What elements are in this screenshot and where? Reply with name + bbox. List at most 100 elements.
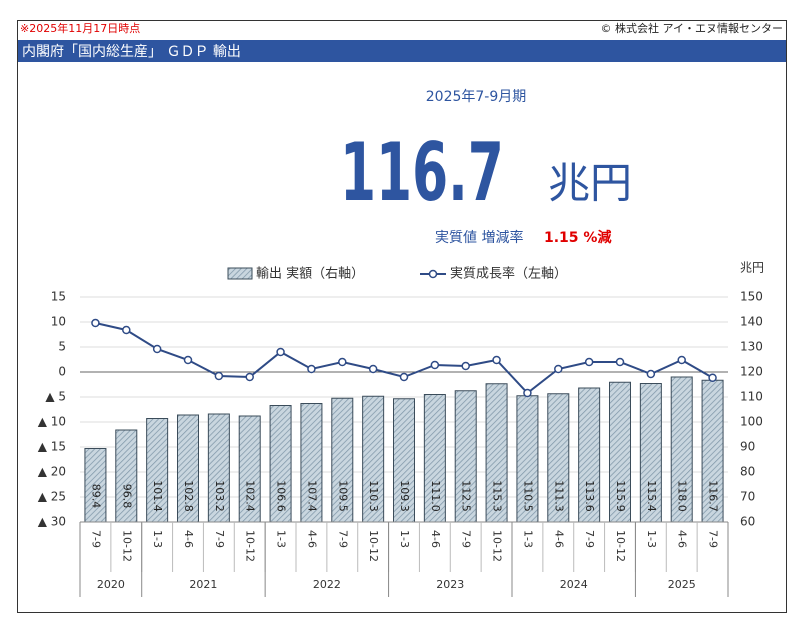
marker xyxy=(615,357,625,367)
value-label: 89.4 xyxy=(89,484,102,509)
value-label: 112.5 xyxy=(460,480,473,512)
frame xyxy=(17,20,787,613)
y2-tick-label: 130 xyxy=(740,340,763,354)
x-tick-label: 10-12 xyxy=(367,530,380,562)
x-tick-label: 1-3 xyxy=(275,530,288,548)
marker xyxy=(91,318,100,328)
marker xyxy=(523,388,532,398)
value-label: 116.7 xyxy=(707,480,720,512)
value-label: 110.3 xyxy=(367,480,380,512)
marker xyxy=(430,360,440,370)
value-label: 103.2 xyxy=(213,480,226,512)
value-label: 106.6 xyxy=(275,480,288,512)
x-tick-label: 7-9 xyxy=(460,530,473,548)
value-label: 111.3 xyxy=(552,480,565,512)
x-tick-label: 10-12 xyxy=(244,530,257,562)
y-tick-label: 5 xyxy=(58,340,66,354)
marker xyxy=(399,372,409,382)
x-group-label: 2022 xyxy=(313,578,341,591)
x-tick-label: 4-6 xyxy=(182,530,195,548)
y-tick-label: 15 xyxy=(51,290,66,304)
x-tick-label: 7-9 xyxy=(336,530,349,548)
legend-label: 実質成長率（左軸） xyxy=(450,266,567,282)
y2-tick-label: 150 xyxy=(740,290,763,304)
x-tick-label: 4-6 xyxy=(552,530,565,548)
marker xyxy=(152,344,162,354)
value-label: 102.8 xyxy=(182,480,195,512)
title-bar xyxy=(18,40,786,62)
x-tick-label: 7-9 xyxy=(89,530,102,548)
marker xyxy=(214,371,224,381)
title: 内閣府「国内総生産」 ＧＤＰ 輸出 xyxy=(22,44,241,60)
rate-label: 実質値 増減率 xyxy=(435,229,523,246)
x-tick-label: 4-6 xyxy=(429,530,442,548)
y-tick-label: ▲ 15 xyxy=(38,440,66,454)
x-tick-label: 10-12 xyxy=(120,530,133,562)
legend-marker xyxy=(428,269,438,279)
x-group-label: 2024 xyxy=(560,578,588,591)
copyright: © 株式会社 アイ・エヌ情報センター xyxy=(601,21,783,35)
y2-tick-label: 90 xyxy=(740,440,755,454)
y-tick-label: ▲ 10 xyxy=(38,415,66,429)
marker xyxy=(584,357,594,367)
x-tick-label: 1-3 xyxy=(521,530,534,548)
marker xyxy=(461,361,470,371)
headline-value: 116.7 xyxy=(340,126,504,219)
marker xyxy=(122,325,131,335)
marker xyxy=(245,372,254,382)
y-tick-label: ▲ 30 xyxy=(38,515,66,529)
marker xyxy=(554,364,563,374)
x-tick-label: 1-3 xyxy=(151,530,164,548)
x-tick-label: 10-12 xyxy=(491,530,504,562)
y2-tick-label: 120 xyxy=(740,365,763,379)
x-group-label: 2023 xyxy=(436,578,464,591)
value-label: 115.3 xyxy=(491,480,504,512)
y2-tick-label: 110 xyxy=(740,390,763,404)
marker xyxy=(677,355,686,365)
y-tick-label: 0 xyxy=(58,365,66,379)
value-label: 102.4 xyxy=(244,480,257,512)
y-tick-label: ▲ 25 xyxy=(38,490,66,504)
x-tick-label: 7-9 xyxy=(213,530,226,548)
y-tick-label: ▲ 5 xyxy=(45,390,66,404)
headline-unit: 兆円 xyxy=(548,159,632,208)
y-tick-label: 10 xyxy=(51,315,66,329)
value-label: 115.9 xyxy=(614,480,627,512)
y2-tick-label: 100 xyxy=(740,415,763,429)
marker xyxy=(307,364,316,374)
marker xyxy=(276,347,285,357)
y2-axis-label: 兆円 xyxy=(740,261,764,275)
rate: 1.15 %減 xyxy=(544,229,611,246)
y2-tick-label: 140 xyxy=(740,315,763,329)
x-group-label: 2020 xyxy=(97,578,125,591)
x-tick-label: 7-9 xyxy=(707,530,720,548)
x-tick-label: 1-3 xyxy=(398,530,411,548)
y2-tick-label: 80 xyxy=(740,465,755,479)
y-tick-label: ▲ 20 xyxy=(38,465,66,479)
y2-tick-label: 70 xyxy=(740,490,755,504)
value-label: 113.6 xyxy=(583,480,596,512)
value-label: 109.3 xyxy=(398,480,411,512)
marker xyxy=(646,369,656,379)
legend-label: 輸出 実額（右軸） xyxy=(256,266,364,282)
x-group-label: 2021 xyxy=(189,578,217,591)
value-label: 107.4 xyxy=(305,480,318,512)
marker xyxy=(492,355,501,365)
x-tick-label: 7-9 xyxy=(583,530,596,548)
marker xyxy=(338,357,347,367)
value-label: 96.8 xyxy=(120,484,133,509)
period: 2025年7-9月期 xyxy=(426,89,527,105)
marker xyxy=(708,373,717,382)
x-group-label: 2025 xyxy=(668,578,696,591)
value-label: 111.0 xyxy=(429,480,442,512)
x-tick-label: 4-6 xyxy=(305,530,318,548)
value-label: 115.4 xyxy=(645,480,658,512)
value-label: 118.0 xyxy=(676,480,689,512)
x-tick-label: 10-12 xyxy=(614,530,627,562)
marker xyxy=(183,355,193,365)
legend-swatch xyxy=(227,267,253,280)
value-label: 101.4 xyxy=(151,480,164,512)
value-label: 109.5 xyxy=(336,480,349,512)
